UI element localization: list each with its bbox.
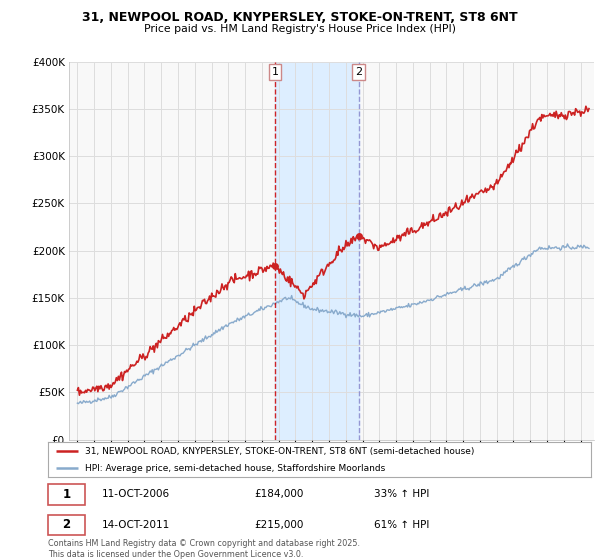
Text: 31, NEWPOOL ROAD, KNYPERSLEY, STOKE-ON-TRENT, ST8 6NT: 31, NEWPOOL ROAD, KNYPERSLEY, STOKE-ON-T… [82,11,518,24]
Text: £184,000: £184,000 [254,489,304,500]
Text: 31, NEWPOOL ROAD, KNYPERSLEY, STOKE-ON-TRENT, ST8 6NT (semi-detached house): 31, NEWPOOL ROAD, KNYPERSLEY, STOKE-ON-T… [85,446,474,456]
Text: Contains HM Land Registry data © Crown copyright and database right 2025.
This d: Contains HM Land Registry data © Crown c… [48,539,360,559]
Text: 11-OCT-2006: 11-OCT-2006 [103,489,170,500]
Text: HPI: Average price, semi-detached house, Staffordshire Moorlands: HPI: Average price, semi-detached house,… [85,464,385,473]
FancyBboxPatch shape [48,484,85,505]
Text: 1: 1 [271,67,278,77]
Text: 33% ↑ HPI: 33% ↑ HPI [374,489,429,500]
Text: £215,000: £215,000 [254,520,304,530]
Text: 14-OCT-2011: 14-OCT-2011 [103,520,170,530]
Text: 2: 2 [355,67,362,77]
Text: Price paid vs. HM Land Registry's House Price Index (HPI): Price paid vs. HM Land Registry's House … [144,24,456,34]
FancyBboxPatch shape [48,515,85,535]
Text: 61% ↑ HPI: 61% ↑ HPI [374,520,429,530]
Text: 1: 1 [62,488,71,501]
Text: 2: 2 [62,518,71,531]
Bar [275,62,359,440]
